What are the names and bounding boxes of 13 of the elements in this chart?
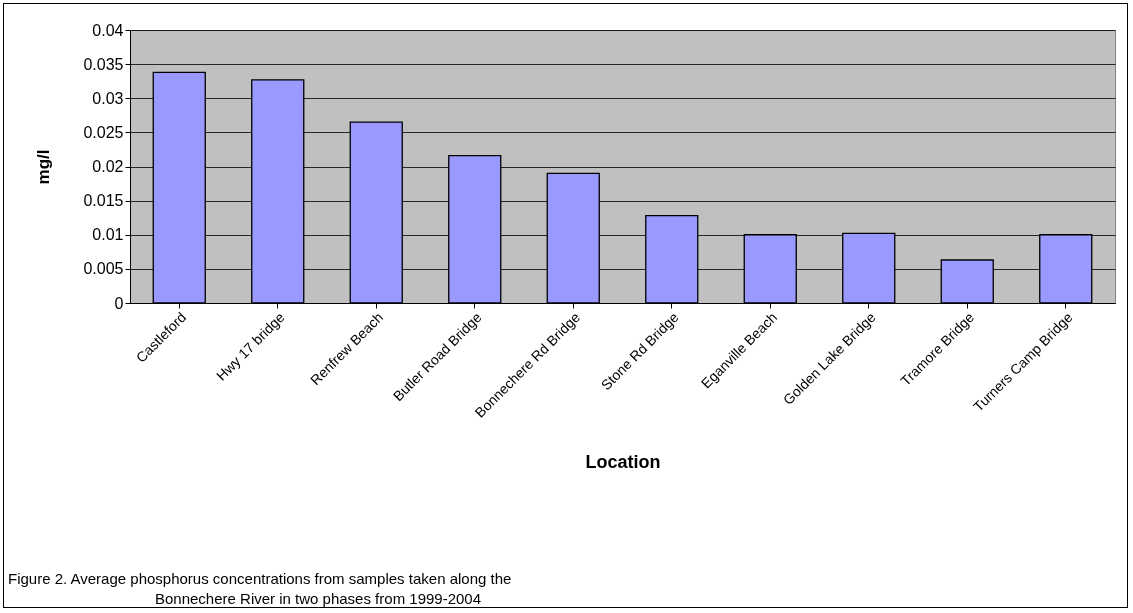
y-tick-label: 0 xyxy=(114,294,124,312)
text: Bonnechere River in two phases from 1999-2004 xyxy=(155,590,482,607)
y-tick-label: 0.005 xyxy=(83,260,124,278)
y-tick-label: 0.025 xyxy=(83,123,124,141)
y-axis-title: mg/l xyxy=(34,149,54,185)
y-tick-label: 0.02 xyxy=(92,158,124,175)
y-tick-label: 0.01 xyxy=(92,226,124,244)
x-axis-title: Location xyxy=(585,451,661,472)
y-tick-label: 0.03 xyxy=(92,89,124,107)
y-tick-label: 0.035 xyxy=(83,55,124,73)
y-tick-label: 0.015 xyxy=(83,192,124,210)
y-tick-label: 0.04 xyxy=(92,21,124,39)
caption: Figure 2. Average phosphorus concentrations from samples taken along the xyxy=(8,570,512,587)
